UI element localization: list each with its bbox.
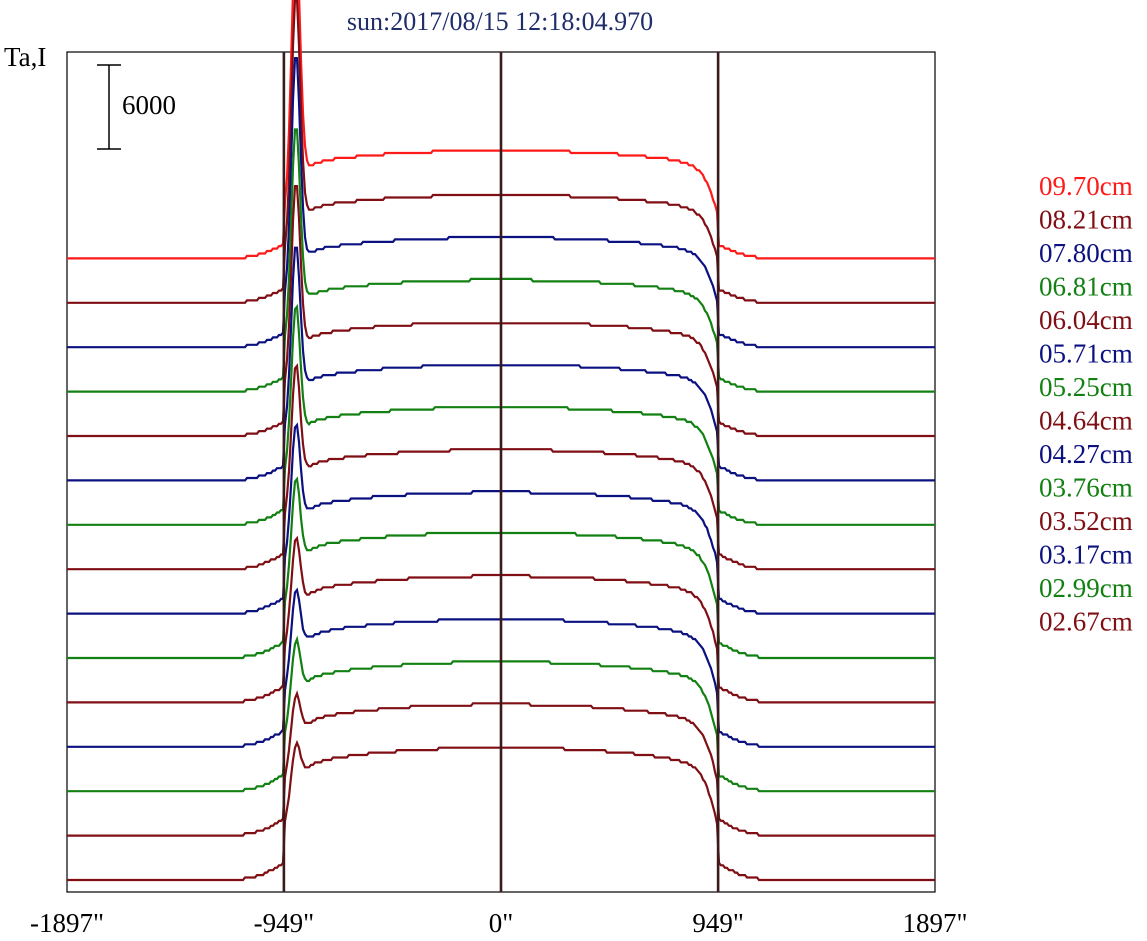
- legend-entry: 03.52cm: [1039, 506, 1133, 536]
- legend-entry: 04.27cm: [1039, 439, 1133, 469]
- legend-entry: 06.04cm: [1039, 305, 1133, 335]
- legend-entry: 05.71cm: [1039, 339, 1133, 369]
- x-tick-label: 949": [692, 908, 744, 938]
- legend-entry: 05.25cm: [1039, 372, 1133, 402]
- y-axis-label: Ta,I: [4, 42, 46, 72]
- chart-title: sun:2017/08/15 12:18:04.970: [347, 7, 653, 36]
- x-axis-ticks: -1897" -949" 0" 949" 1897": [30, 908, 968, 938]
- legend-entry: 02.99cm: [1039, 573, 1133, 603]
- scale-bar: 6000: [97, 64, 176, 150]
- vertical-markers: [282, 52, 720, 892]
- x-tick-label: -1897": [30, 908, 104, 938]
- legend-entry: 02.67cm: [1039, 607, 1133, 637]
- scale-bar-label: 6000: [122, 90, 176, 120]
- legend-entry: 03.76cm: [1039, 473, 1133, 503]
- legend-entry: 09.70cm: [1039, 171, 1133, 201]
- legend-entry: 04.64cm: [1039, 406, 1133, 436]
- legend-entry: 06.81cm: [1039, 272, 1133, 302]
- x-tick-label: 1897": [902, 908, 967, 938]
- legend-entry: 08.21cm: [1039, 205, 1133, 235]
- x-tick-label: 0": [489, 908, 514, 938]
- x-tick-label: -949": [254, 908, 315, 938]
- legend-entry: 07.80cm: [1039, 238, 1133, 268]
- legend-entry: 03.17cm: [1039, 540, 1133, 570]
